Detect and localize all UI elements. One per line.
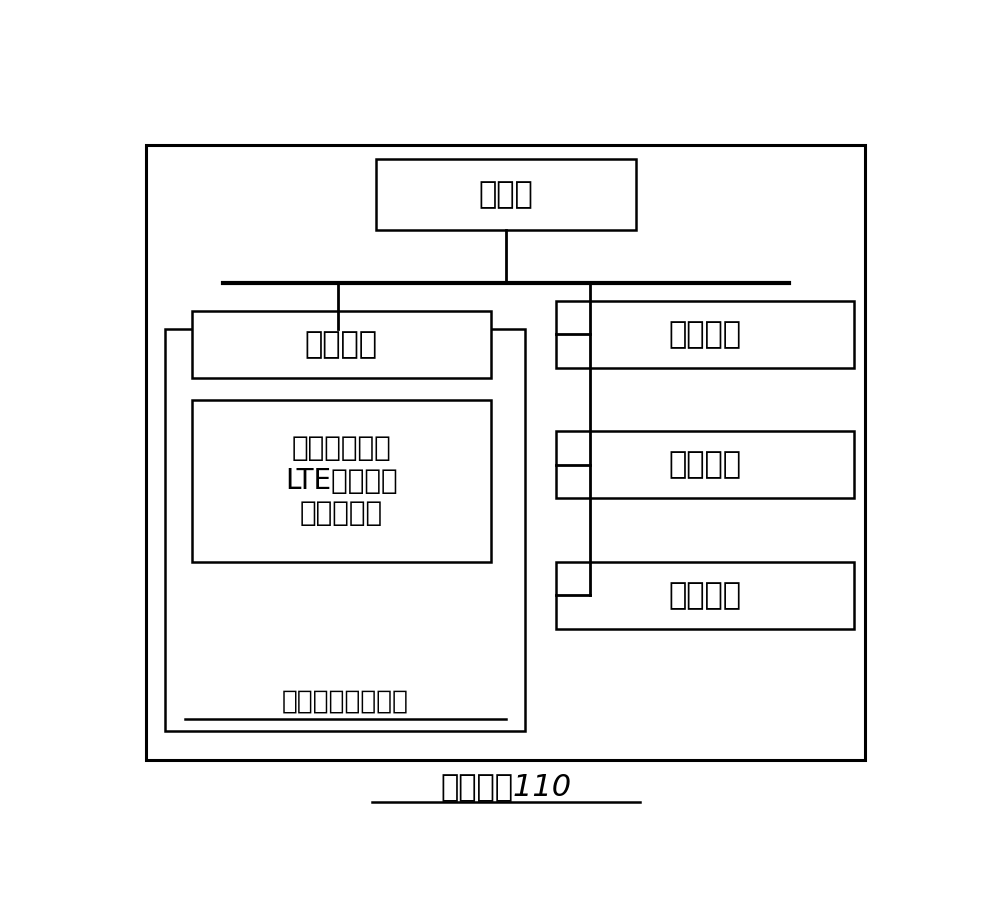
Bar — [555, 301, 853, 368]
Text: 输入装置: 输入装置 — [668, 581, 740, 610]
Bar — [555, 562, 853, 629]
Text: 操作系统: 操作系统 — [305, 330, 378, 359]
Bar — [192, 400, 490, 562]
Bar — [192, 311, 490, 379]
Bar — [166, 329, 525, 732]
Text: 移动终端接入
LTE数据网络
的注册装置: 移动终端接入 LTE数据网络 的注册装置 — [285, 435, 397, 527]
Text: 非易失性存储介质: 非易失性存储介质 — [281, 689, 408, 714]
Text: 处理器: 处理器 — [478, 181, 532, 209]
Bar — [146, 145, 865, 759]
Text: 移动终端110: 移动终端110 — [440, 772, 571, 801]
Bar — [555, 431, 853, 499]
Text: 内存储器: 内存储器 — [668, 320, 740, 348]
Bar — [376, 160, 635, 230]
Text: 网络接口: 网络接口 — [668, 450, 740, 480]
